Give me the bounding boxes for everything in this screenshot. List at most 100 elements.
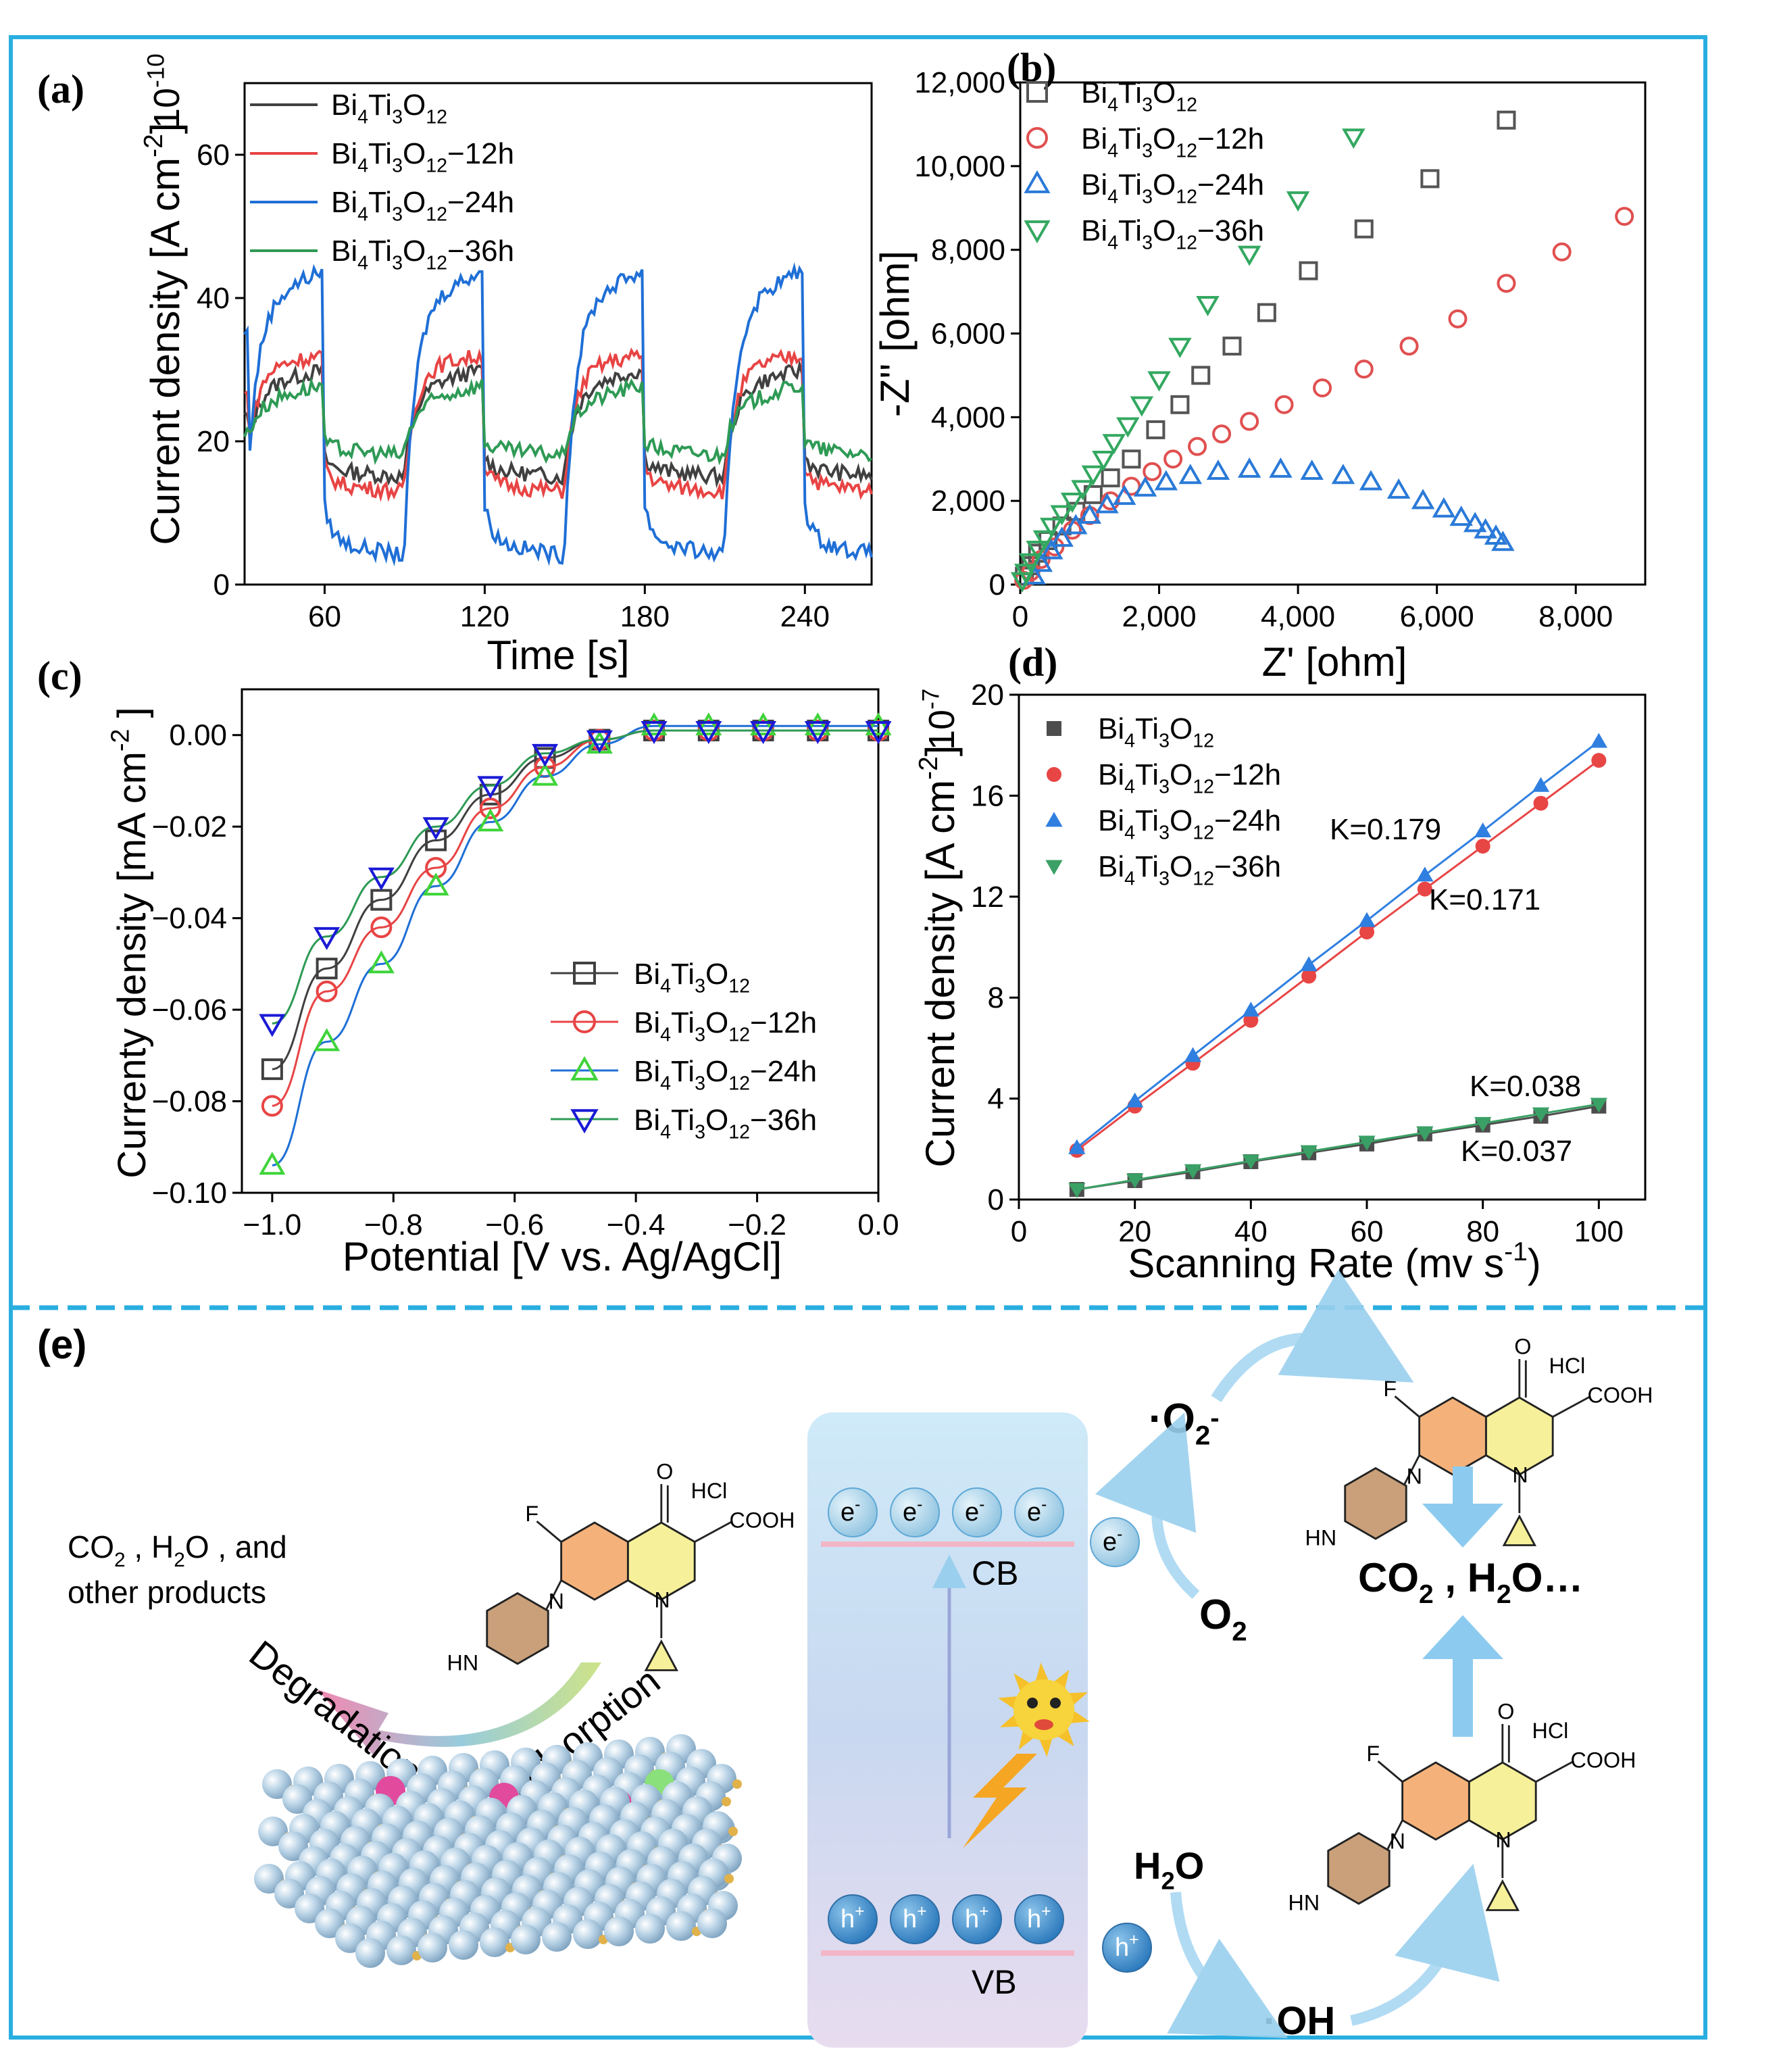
hole-circle bbox=[952, 1894, 1002, 1944]
data-point bbox=[1449, 505, 1473, 526]
series-line bbox=[243, 262, 873, 567]
data-point bbox=[1354, 360, 1374, 379]
y-tick-label: 2,000 bbox=[931, 485, 1005, 518]
data-point bbox=[865, 721, 892, 745]
x-tick-label: −0.2 bbox=[728, 1208, 786, 1241]
data-point bbox=[1068, 1183, 1086, 1198]
data-point bbox=[314, 927, 341, 950]
atom-label: HN bbox=[1305, 1526, 1337, 1550]
data-point bbox=[1386, 478, 1411, 499]
y-tick-label: 20 bbox=[971, 679, 1004, 712]
data-point bbox=[1206, 460, 1230, 480]
y-axis-label: -Z'' [ohm] bbox=[872, 251, 918, 417]
data-point bbox=[1050, 505, 1074, 526]
data-point bbox=[1411, 489, 1435, 510]
y-axis-label: Currenty density [mA cm-2 ] bbox=[106, 707, 154, 1179]
data-point bbox=[1590, 1097, 1607, 1113]
atom-label: HN bbox=[447, 1651, 479, 1675]
hydroxyl-label: ·OH bbox=[1263, 1999, 1335, 2043]
hole-circle bbox=[1102, 1923, 1152, 1973]
o2-to-superoxide-arrow bbox=[1095, 1412, 1200, 1599]
data-point bbox=[477, 808, 504, 832]
fit-line bbox=[1076, 1103, 1599, 1191]
atom-label: N bbox=[654, 1587, 670, 1612]
data-point bbox=[1615, 207, 1634, 226]
legend-entry: Bi4Ti3O12−24h bbox=[1098, 804, 1281, 843]
data-point bbox=[804, 721, 831, 745]
data-point bbox=[1274, 395, 1294, 414]
atom-label: COOH bbox=[1588, 1383, 1653, 1408]
legend-marker bbox=[573, 1010, 596, 1033]
fit-line bbox=[1076, 740, 1600, 1149]
data-point bbox=[1237, 245, 1261, 266]
plot-area bbox=[241, 688, 880, 1194]
x-tick-label: 40 bbox=[1234, 1215, 1268, 1248]
data-point bbox=[1301, 968, 1317, 984]
hole-circle bbox=[1014, 1894, 1064, 1944]
hole-label: h+ bbox=[965, 1902, 989, 1933]
legend-marker bbox=[1024, 220, 1051, 244]
water-label: H2O bbox=[1134, 1844, 1204, 1895]
y-tick-label: 4,000 bbox=[931, 401, 1005, 434]
data-point bbox=[1095, 493, 1119, 514]
chart-d: 0 20 40 60 80 100048121620(d)K=0.179K=0.171K=… bbox=[914, 640, 1647, 1286]
x-axis-label: Scanning Rate (mv s-1) bbox=[1128, 1237, 1541, 1286]
atom-label: O bbox=[1514, 1334, 1531, 1358]
data-point bbox=[865, 712, 892, 736]
atom-label: N bbox=[549, 1589, 564, 1613]
legend-marker bbox=[1047, 721, 1061, 736]
sun-icon bbox=[998, 1662, 1090, 1757]
data-point bbox=[1300, 460, 1324, 480]
x-tick-label: 240 bbox=[780, 600, 830, 633]
atom-label: N bbox=[1512, 1462, 1528, 1487]
y-tick-label: −0.02 bbox=[152, 810, 227, 843]
x-tick-label: 0.0 bbox=[857, 1208, 899, 1241]
x-tick-label: 2,000 bbox=[1122, 600, 1197, 633]
data-point bbox=[1032, 530, 1057, 551]
data-point bbox=[695, 712, 722, 736]
legend-entry: Bi4Ti3O12−24h bbox=[331, 186, 514, 225]
data-point bbox=[261, 1058, 283, 1081]
atom-label: HCl bbox=[691, 1479, 728, 1503]
atom-label: HCl bbox=[1549, 1354, 1586, 1378]
data-point bbox=[1474, 822, 1492, 838]
fit-line bbox=[272, 724, 878, 1166]
x-tick-label: 180 bbox=[620, 600, 670, 633]
data-point bbox=[1497, 274, 1516, 293]
data-point bbox=[425, 829, 447, 852]
x-tick-label: 100 bbox=[1574, 1215, 1624, 1248]
legend-entry: Bi4Ti3O12−36h bbox=[331, 235, 514, 274]
data-point bbox=[1222, 337, 1242, 356]
x-tick-label: 6,000 bbox=[1400, 600, 1474, 633]
data-point bbox=[532, 762, 559, 786]
legend-marker bbox=[1045, 812, 1063, 827]
data-point bbox=[1130, 396, 1154, 417]
products-label: CO2 , H2O , and bbox=[68, 1529, 287, 1571]
data-point bbox=[1242, 1154, 1259, 1170]
data-point bbox=[1416, 866, 1434, 882]
hole-label: h+ bbox=[1115, 1931, 1139, 1962]
data-point bbox=[1039, 539, 1063, 560]
data-point bbox=[1242, 1002, 1259, 1017]
data-point bbox=[1184, 1047, 1202, 1062]
data-point bbox=[1533, 795, 1549, 811]
electron-label: e- bbox=[1027, 1496, 1047, 1527]
y-tick-label: 8,000 bbox=[931, 234, 1005, 267]
vb-label: VB bbox=[972, 1963, 1017, 2001]
axis-multiplier: 10-7 bbox=[918, 689, 962, 750]
x-tick-label: 8,000 bbox=[1538, 600, 1613, 633]
electron-circle bbox=[952, 1487, 1002, 1537]
y-tick-label: 12 bbox=[971, 881, 1004, 914]
data-point bbox=[1432, 497, 1456, 518]
x-tick-label: −0.4 bbox=[607, 1208, 666, 1241]
legend-marker bbox=[570, 1056, 599, 1081]
lightning-icon bbox=[963, 1754, 1037, 1848]
data-point bbox=[641, 712, 668, 736]
data-point bbox=[316, 981, 338, 1002]
data-point bbox=[1299, 261, 1318, 280]
legend-marker bbox=[570, 1109, 599, 1134]
data-point bbox=[1126, 1173, 1144, 1189]
data-point bbox=[1552, 242, 1572, 262]
